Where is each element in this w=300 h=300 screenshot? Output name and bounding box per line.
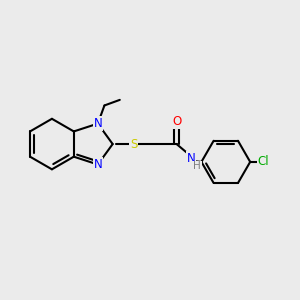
Text: O: O [172, 115, 181, 128]
Text: Cl: Cl [258, 155, 269, 168]
Text: N: N [93, 158, 102, 171]
Text: H: H [193, 161, 201, 171]
Text: N: N [93, 117, 102, 130]
Text: S: S [130, 138, 137, 151]
Text: N: N [187, 152, 195, 165]
